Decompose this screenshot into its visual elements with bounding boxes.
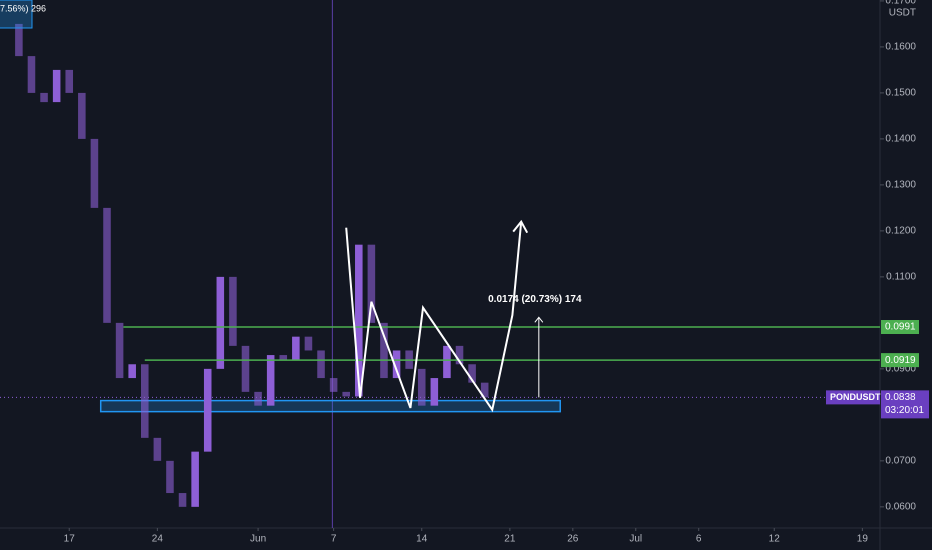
corner-box [0,0,33,29]
candle [78,92,86,139]
candle [191,451,199,507]
x-tick-label: Jul [629,534,642,545]
candle [52,69,61,103]
candle [15,23,23,57]
y-tick-label: 0.1300 [885,180,916,191]
x-tick-label: 12 [769,534,781,545]
candle [27,56,36,93]
x-tick-label: 26 [567,534,579,545]
candle [166,460,174,494]
candle [90,138,99,208]
y-tick-label: 0.1700 [885,0,916,7]
candle [178,493,187,507]
x-tick-label: 21 [504,534,516,545]
candle [216,276,225,369]
candle [355,244,363,397]
candle [342,391,350,397]
countdown-label: 03:20:01 [885,405,924,416]
y-tick-label: 0.1600 [885,42,916,53]
y-tick-label: 0.1400 [885,134,916,145]
level-tag [881,353,919,368]
candle [455,345,464,365]
candle [430,378,439,406]
y-tick-label: 0.0600 [885,501,916,512]
currency: USDT [889,8,916,19]
candle [203,368,212,452]
candle [304,336,313,351]
x-tick-label: 14 [416,534,428,545]
symbol-tag [826,390,880,405]
x-tick-label: 7 [331,534,337,545]
candle [153,437,162,461]
candle [65,69,74,93]
x-tick-label: 19 [857,534,869,545]
level-tag [881,320,919,335]
candle [443,345,451,379]
candle [266,355,275,406]
candle [317,350,325,379]
x-tick-label: 24 [152,534,164,545]
y-tick-label: 0.1100 [886,272,916,283]
last-price-label: 0.0838 [885,392,916,403]
x-tick-label: 6 [696,534,702,545]
candle [380,322,388,379]
y-tick-label: 0.0900 [885,364,916,375]
candle [468,364,476,383]
candle [329,378,338,392]
candle [115,322,124,379]
candle [229,276,237,346]
candle [40,92,48,103]
level-label: 0.0919 [885,355,916,366]
candle [241,345,250,392]
corner-label: 7.56%) 296 [0,3,46,13]
candle [417,368,426,406]
measure-label: 0.0174 (20.73%) 174 [488,294,582,305]
arrow-head [512,219,529,234]
support-zone [99,399,561,413]
y-tick-label: 0.1200 [885,226,916,237]
x-tick-label: Jun [250,534,266,545]
measure-head [534,316,544,323]
candle [128,364,136,379]
candle [279,355,288,360]
candle [292,336,300,360]
candle [480,382,489,398]
price-tag [881,390,929,419]
symbol-label: PONDUSDT [830,392,881,402]
candle [141,364,149,438]
candle [367,244,376,323]
candle [254,391,262,406]
pattern-line [345,221,523,413]
candle [392,350,401,379]
y-tick-label: 0.1500 [885,88,916,99]
candle [103,207,111,323]
y-tick-label: 0.0700 [885,455,916,466]
x-tick-label: 17 [64,534,76,545]
level-label: 0.0991 [885,322,916,333]
